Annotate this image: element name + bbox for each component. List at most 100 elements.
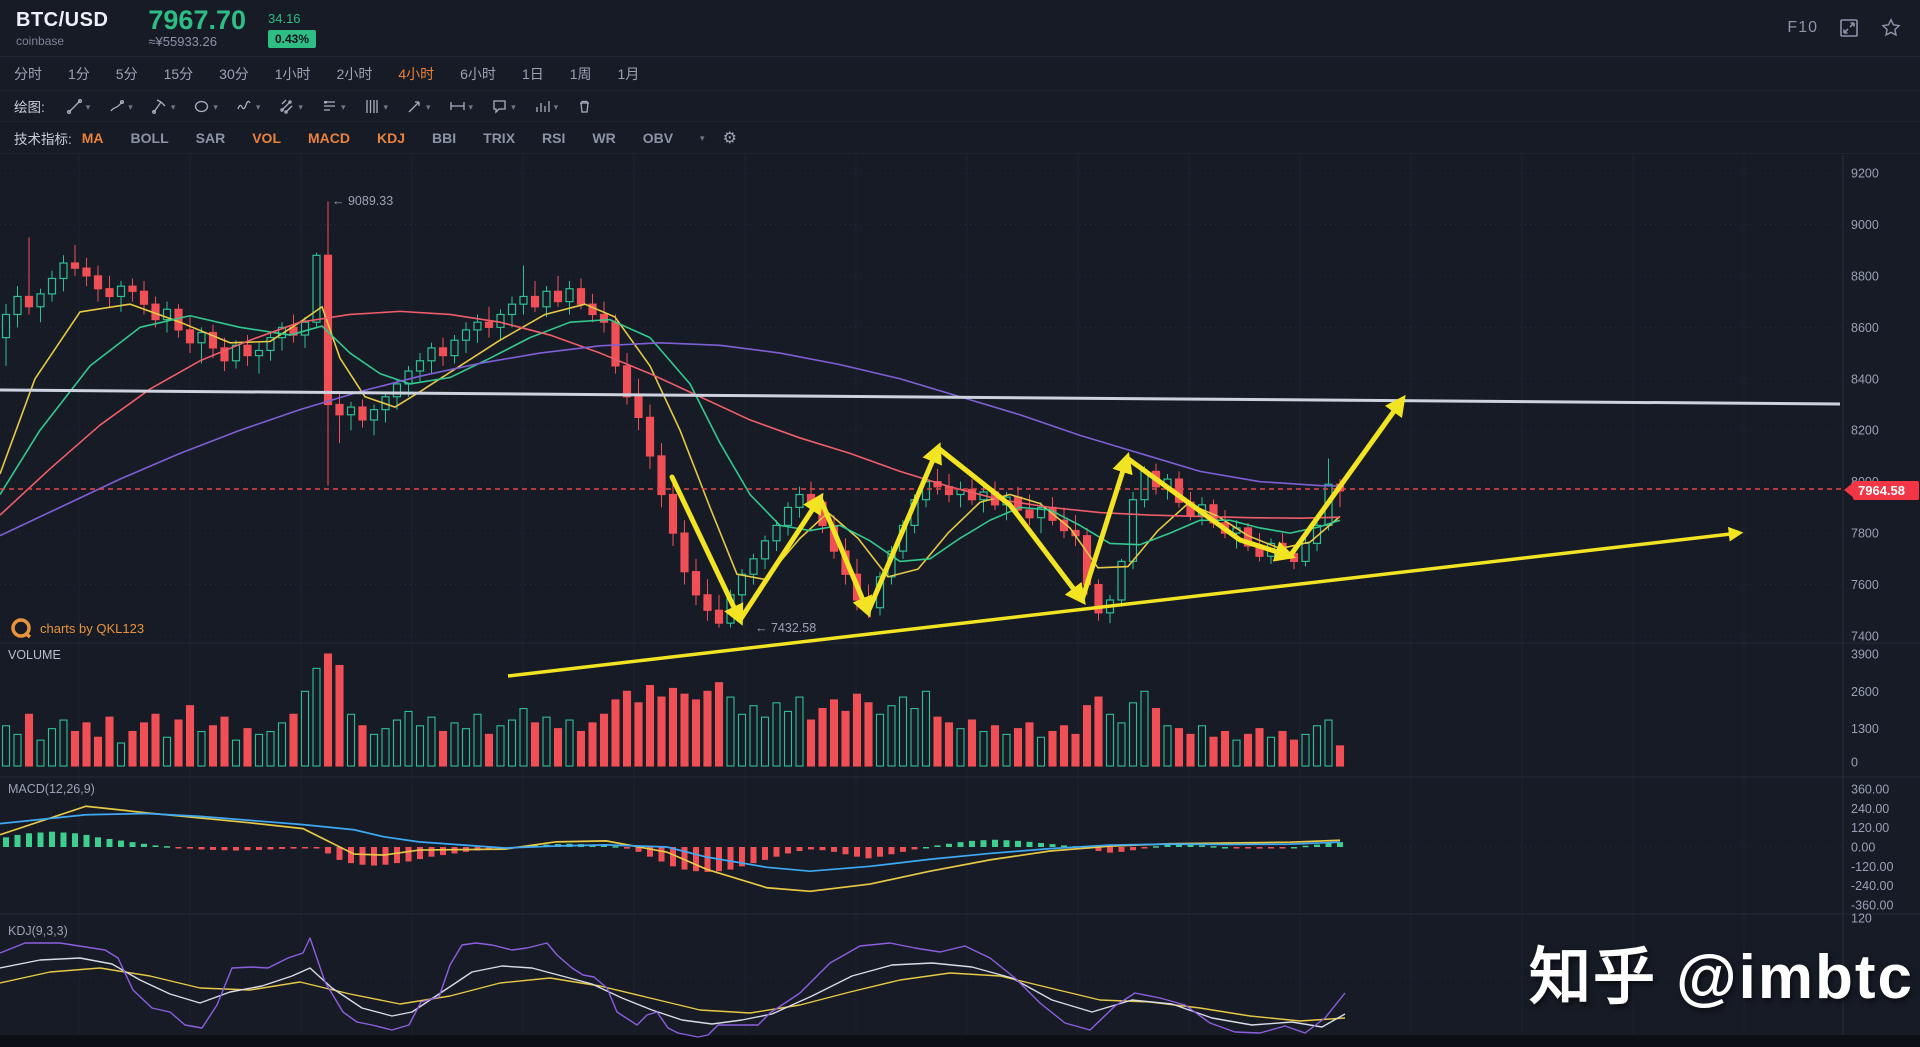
chart-columns-icon <box>535 100 550 112</box>
svg-text:360.00: 360.00 <box>1851 783 1889 797</box>
draw-tool-gann-grid[interactable]: ▾ <box>271 98 310 115</box>
dropdown-caret-icon[interactable]: ▾ <box>85 101 91 112</box>
timeframe-tab-1小时[interactable]: 1小时 <box>274 65 311 82</box>
timeframe-tabs: 分时 1分 5分 15分 30分 1小时 2小时 4小时 6小时 1日 1周 1月 <box>0 57 1920 91</box>
timeframe-tab-30分[interactable]: 30分 <box>219 65 249 82</box>
candlestick-series <box>1 201 1345 628</box>
dropdown-caret-icon[interactable]: ▾ <box>468 101 474 112</box>
indicator-obv[interactable]: OBV <box>642 129 674 146</box>
yellow-zigzag-arrow-2 <box>817 495 872 618</box>
f10-button[interactable]: F10 <box>1787 19 1818 36</box>
pitchfork-icon <box>151 98 166 114</box>
indicator-sar[interactable]: SAR <box>195 129 226 146</box>
draw-tool-range-measure[interactable]: ▾ <box>442 98 481 115</box>
yellow-support-trendline <box>507 526 1744 678</box>
yellow-zigzag-arrow-6 <box>1124 455 1297 562</box>
indicator-vol[interactable]: VOL <box>252 129 281 146</box>
right-price-axis: 9200900088008600840082008000780076007400… <box>1851 167 1893 926</box>
favorite-star-icon[interactable] <box>1880 17 1902 39</box>
timeframe-tab-1分[interactable]: 1分 <box>68 65 90 82</box>
draw-tool-ellipse[interactable]: ▾ <box>186 98 225 115</box>
svg-text:240.00: 240.00 <box>1851 802 1889 816</box>
draw-tool-vertical-lines[interactable]: ▾ <box>356 98 395 115</box>
svg-text:9000: 9000 <box>1851 218 1879 232</box>
timeframe-tab-2小时[interactable]: 2小时 <box>336 65 373 82</box>
svg-text:-240.00: -240.00 <box>1851 879 1893 893</box>
indicators-bar-label: 技术指标: <box>14 131 72 147</box>
indicator-rsi[interactable]: RSI <box>542 129 566 146</box>
drawing-toolbar-label: 绘图: <box>14 100 45 115</box>
ma-line-green <box>0 314 1341 563</box>
timeframe-tab-6小时[interactable]: 6小时 <box>460 65 496 82</box>
draw-tool-note-lines[interactable]: ▾ <box>314 98 353 115</box>
dropdown-caret-icon[interactable]: ▾ <box>128 101 133 112</box>
timeframe-tab-4小时[interactable]: 4小时 <box>398 65 435 82</box>
kdj-series <box>0 937 1346 1038</box>
kdj-d-line <box>0 967 1346 1022</box>
brush-icon <box>110 99 125 111</box>
qkl123-logo-icon <box>11 618 31 638</box>
timeframe-tab-分时[interactable]: 分时 <box>14 65 42 82</box>
user-drawings-yellow-arrows[interactable] <box>0 388 1843 678</box>
trash-icon <box>580 100 590 113</box>
change-absolute: 34.16 <box>268 11 301 26</box>
dropdown-caret-icon[interactable]: ▾ <box>213 101 218 112</box>
indicator-kdj[interactable]: KDJ <box>377 129 406 146</box>
indicators-bar: 技术指标: MA BOLL SAR VOL MACD KDJ BBI TRIX RSI WR OBV… <box>0 122 1920 154</box>
exchange-name: coinbase <box>16 33 65 48</box>
arrow-line-icon <box>408 100 420 112</box>
dropdown-caret-icon[interactable]: ▾ <box>426 101 431 112</box>
change-percent-badge: 0.43% <box>268 30 317 48</box>
fullscreen-icon[interactable] <box>1838 17 1860 39</box>
dropdown-caret-icon[interactable]: ▾ <box>298 101 303 112</box>
obv-dropdown-caret-icon[interactable]: ▾ <box>700 133 705 143</box>
credit-text: charts by QKL123 <box>40 621 144 636</box>
ellipse-icon <box>195 100 209 112</box>
draw-tool-wave[interactable]: ▾ <box>229 98 268 115</box>
chart-gridlines <box>0 152 1920 1047</box>
svg-text:0.00: 0.00 <box>1851 841 1875 855</box>
macd-pane-label: MACD(12,26,9) <box>8 782 95 796</box>
macd-series <box>0 805 1343 893</box>
timeframe-tab-5分[interactable]: 5分 <box>115 65 138 82</box>
dropdown-caret-icon[interactable]: ▾ <box>383 101 389 112</box>
draw-tool-trash[interactable] <box>569 98 600 115</box>
dropdown-caret-icon[interactable]: ▾ <box>511 101 516 112</box>
indicator-boll[interactable]: BOLL <box>130 129 169 146</box>
symbol-name: BTC/USD <box>16 8 109 31</box>
svg-text:9200: 9200 <box>1851 167 1879 181</box>
draw-tool-callout[interactable]: ▾ <box>484 98 523 115</box>
indicator-macd[interactable]: MACD <box>308 129 350 146</box>
draw-tool-pitchfork[interactable]: ▾ <box>144 98 183 115</box>
indicator-bbi[interactable]: BBI <box>432 129 457 146</box>
dropdown-caret-icon[interactable]: ▾ <box>255 101 261 112</box>
drawing-toolbar: 绘图: ▾ ▾ ▾ ▾ ▾ ▾ ▾ ▾ ▾ ▾ ▾ ▾ <box>0 91 1920 122</box>
timeframe-tab-1周[interactable]: 1周 <box>569 65 592 82</box>
draw-tool-arrow-line[interactable]: ▾ <box>399 98 438 115</box>
indicator-trix[interactable]: TRIX <box>483 129 516 146</box>
cny-price: ≈¥55933.26 <box>148 34 217 49</box>
svg-text:120.00: 120.00 <box>1851 821 1889 835</box>
current-price-tag: 7964.58 <box>1844 481 1919 500</box>
ma-line-purple <box>0 341 1341 537</box>
qkl123-credit: charts by QKL123 <box>11 618 144 639</box>
macd-dif-line <box>0 812 1341 873</box>
timeframe-tab-1月[interactable]: 1月 <box>617 65 640 82</box>
indicator-ma[interactable]: MA <box>81 129 104 146</box>
draw-tool-trend-line[interactable]: ▾ <box>59 98 98 115</box>
svg-text:-120.00: -120.00 <box>1851 860 1893 874</box>
draw-tool-chart-columns[interactable]: ▾ <box>527 98 566 115</box>
draw-tool-brush[interactable]: ▾ <box>101 98 140 115</box>
timeframe-tab-1日[interactable]: 1日 <box>521 65 544 82</box>
indicator-settings-gear-icon[interactable]: ⚙ <box>722 129 737 147</box>
dropdown-caret-icon[interactable]: ▾ <box>340 101 346 112</box>
svg-text:1300: 1300 <box>1851 722 1879 736</box>
indicator-wr[interactable]: WR <box>592 129 616 146</box>
timeframe-tab-15分[interactable]: 15分 <box>163 65 194 82</box>
dropdown-caret-icon[interactable]: ▾ <box>170 101 176 112</box>
svg-text:8800: 8800 <box>1851 269 1879 283</box>
svg-text:2600: 2600 <box>1851 685 1879 699</box>
svg-text:120: 120 <box>1851 912 1872 926</box>
dropdown-caret-icon[interactable]: ▾ <box>553 101 559 112</box>
